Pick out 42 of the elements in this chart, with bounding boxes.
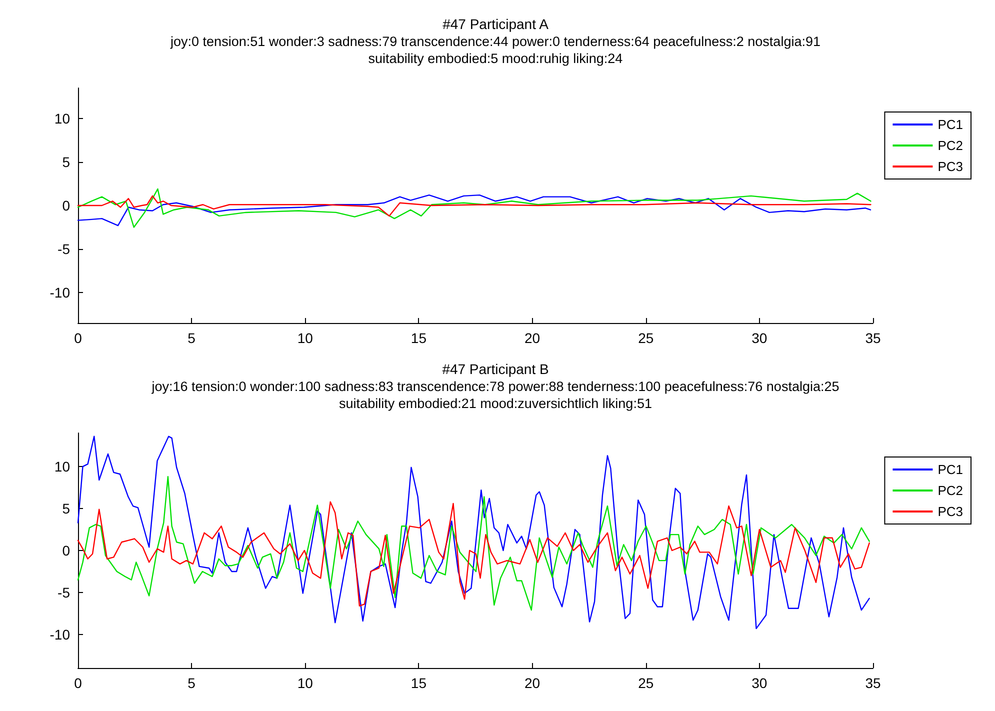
legend-label: PC3 xyxy=(938,159,964,174)
x-tick-label: 15 xyxy=(410,675,427,691)
legend-label: PC3 xyxy=(938,504,964,519)
x-tick-label: 20 xyxy=(524,330,540,346)
y-tick-label: -5 xyxy=(58,241,70,258)
line-series xyxy=(77,194,872,226)
x-tick-label: 5 xyxy=(188,675,196,691)
x-tick-label: 25 xyxy=(638,330,654,346)
legend-label: PC1 xyxy=(938,117,964,132)
line-series xyxy=(77,195,872,217)
x-tick-label: 0 xyxy=(74,675,82,691)
y-tick-label: 10 xyxy=(54,458,70,475)
y-tick-label: 5 xyxy=(62,500,70,517)
x-tick-label: 30 xyxy=(752,675,768,691)
x-tick-label: 15 xyxy=(410,330,427,346)
y-tick-label: 0 xyxy=(62,198,70,214)
legend-label: PC2 xyxy=(938,138,964,153)
chart-title: #47 Participant B xyxy=(442,361,549,377)
y-tick-label: -5 xyxy=(58,584,70,600)
legend-label: PC2 xyxy=(938,483,964,498)
x-tick-label: 0 xyxy=(74,330,82,346)
chart-subtitle: joy:16 tension:0 wonder:100 sadness:83 transcendence:78 power:88 tenderness:100 peacefulness:76 nostalgia:25 suitability embodied:21 mood:zuversichtlich liking:51 xyxy=(150,379,840,411)
y-tick-label: 10 xyxy=(54,110,70,126)
x-tick-label: 25 xyxy=(638,675,654,691)
x-tick-label: 35 xyxy=(865,675,881,691)
y-tick-label: -10 xyxy=(50,284,70,301)
chart-title: #47 Participant A xyxy=(442,16,550,32)
x-tick-label: 5 xyxy=(188,330,196,346)
line-series xyxy=(77,501,870,606)
y-tick-label: 5 xyxy=(62,154,70,170)
y-tick-label: 0 xyxy=(62,542,70,558)
x-tick-label: 10 xyxy=(297,675,314,691)
x-tick-label: 35 xyxy=(865,330,881,346)
chart-subtitle: joy:0 tension:51 wonder:3 sadness:79 transcendence:44 power:0 tenderness:64 peacefulness:2 nostalgia:91 suitability embodied:5 mood:ruhig liking:24 xyxy=(170,34,820,66)
legend-label: PC1 xyxy=(938,462,964,477)
y-tick-label: -10 xyxy=(50,626,70,642)
line-series xyxy=(77,476,870,611)
line-series xyxy=(77,188,872,228)
line-series xyxy=(77,436,870,630)
x-tick-label: 10 xyxy=(297,330,314,346)
x-tick-label: 20 xyxy=(524,675,540,691)
x-tick-label: 30 xyxy=(752,330,768,346)
